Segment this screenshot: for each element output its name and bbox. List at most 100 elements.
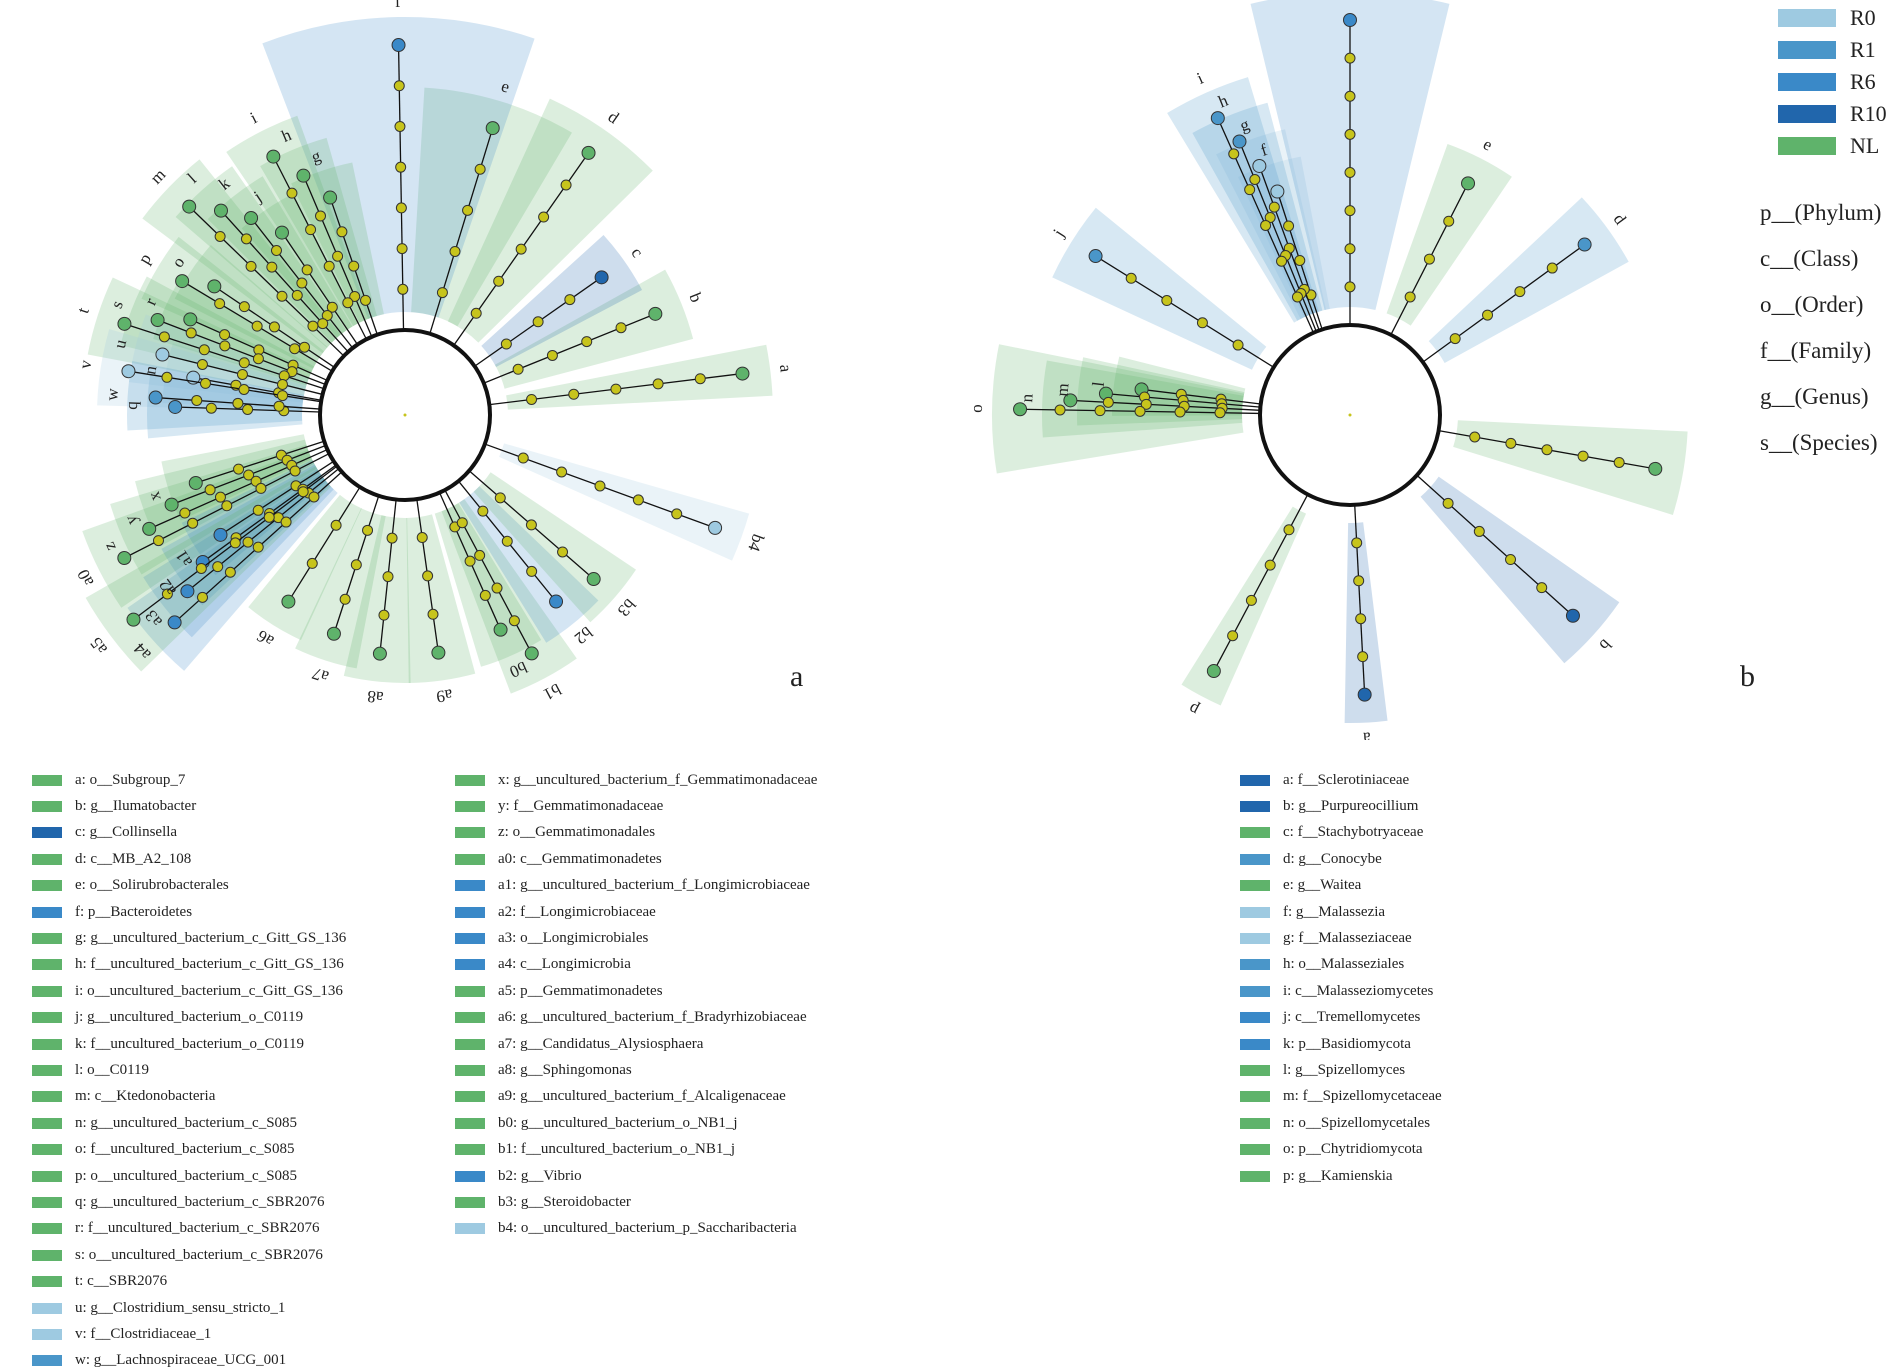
branch-n [193,377,322,401]
legend-text: a4: c__Longimicrobia [498,956,631,973]
class-legend-label: NL [1850,133,1880,158]
branch-a3 [186,467,340,592]
branch-z [148,448,328,530]
legend-item: b2: g__Vibrio [455,1163,817,1189]
node-t-2 [238,357,250,369]
node-p-4 [175,274,190,289]
clade-label-a5: a5 [86,634,111,658]
node-z-5 [142,521,157,536]
legend-item: b4: o__uncultured_bacterium_p_Sacchariba… [455,1216,817,1242]
node-h-5 [1232,134,1247,149]
node-m-1 [307,320,319,332]
legend-swatch [1240,1144,1270,1156]
clade-wedge-a8 [343,515,411,683]
legend-swatch [32,1038,62,1050]
node-i-4 [1244,184,1256,196]
node-b-1 [512,363,524,375]
node-c-3 [564,294,576,306]
class-legend-item-R1: R1 [1778,34,1887,66]
clade-label-c: c [1688,471,1690,482]
node-h-4 [296,168,311,183]
clade-label-a6: a6 [253,626,277,651]
legend-swatch [32,1091,62,1103]
legend-item: i: c__Malasseziomycetes [1240,978,1442,1004]
node-k-2 [1344,243,1356,255]
clade-wedge-e [411,87,572,327]
class-legend-label: R10 [1850,101,1887,126]
branch-n [1070,399,1261,411]
legend-item: b0: g__uncultured_bacterium_o_NB1_j [455,1110,817,1136]
node-a3-3 [242,536,254,548]
legend-swatch [32,1144,62,1156]
clade-wedge-q [147,373,304,439]
legend-item: j: g__uncultured_bacterium_o_C0119 [32,1005,346,1031]
legend-text: c: g__Collinsella [75,824,178,841]
branch-b [1416,474,1574,617]
node-j-3 [1161,295,1173,307]
node-b2-4 [549,594,564,609]
node-b4-5 [671,508,683,520]
node-o-1 [298,341,310,353]
node-f-3 [1283,220,1295,232]
node-k-3 [270,245,282,257]
node-a8-1 [386,532,398,544]
branch-l [220,210,349,353]
legend-swatch [455,959,485,971]
rank-legend-item: c__(Class) [1760,246,1859,271]
clade-label-a9: a9 [435,685,454,706]
legend-swatch [455,1144,485,1156]
node-a9-1 [416,532,428,544]
legend-text: s: o__uncultured_bacterium_c_SBR2076 [75,1246,323,1263]
node-l-1 [317,318,329,330]
legend-swatch [32,1170,62,1182]
branch-j [281,232,359,345]
node-a0-5 [152,535,164,547]
node-k-7 [1344,52,1356,64]
legend-b: a: f__Sclerotiniaceae b: g__Purpureocilli… [1240,767,1442,1189]
node-k-1 [1344,281,1356,293]
node-p-5 [1206,664,1221,679]
clade-wedge-a9 [406,514,476,683]
legend-text: a: f__Sclerotiniaceae [1283,771,1410,788]
branch-b1 [444,489,533,654]
legend-swatch [455,933,485,945]
legend-item: a0: c__Gemmatimonadetes [455,846,817,872]
legend-item: l: g__Spizellomyces [1240,1057,1442,1083]
legend-item: h: o__Malasseziales [1240,952,1442,978]
clade-wedge-x [161,434,312,521]
legend-swatch [1240,906,1270,918]
clade-label-b: b [1595,635,1615,654]
legend-text: b: g__Purpureocillium [1283,798,1419,815]
clade-label-b1: b1 [540,680,564,705]
legend-item: j: c__Tremellomycetes [1240,1005,1442,1031]
clade-label-n: n [1017,393,1036,403]
node-f-4 [1270,184,1285,199]
legend-text: n: o__Spizellomycetales [1283,1114,1431,1131]
legend-swatch [455,880,485,892]
legend-text: p: o__uncultured_bacterium_c_S085 [75,1167,298,1184]
node-a0-4 [187,517,199,529]
legend-item: d: g__Conocybe [1240,846,1442,872]
node-v-5 [121,364,136,379]
clade-label-p: p [1185,699,1201,720]
branch-p [1213,494,1309,672]
legend-swatch [1240,827,1270,839]
legend-item: l: o__C0119 [32,1057,346,1083]
branch-e [429,127,494,334]
node-u-3 [196,358,208,370]
legend-text: b3: g__Steroidobacter [498,1193,631,1210]
legend-swatch [455,801,485,813]
node-p-3 [214,298,226,310]
legend-swatch [455,1012,485,1024]
node-a7-1 [362,524,374,536]
legend-item: s: o__uncultured_bacterium_c_SBR2076 [32,1242,346,1268]
node-a8-2 [382,571,394,583]
legend-text: t: c__SBR2076 [75,1273,168,1290]
node-a9-4 [431,645,446,660]
node-b3-3 [557,546,569,558]
legend-swatch [1240,853,1270,865]
node-d-5 [1577,237,1592,252]
node-o-2 [1174,406,1186,418]
